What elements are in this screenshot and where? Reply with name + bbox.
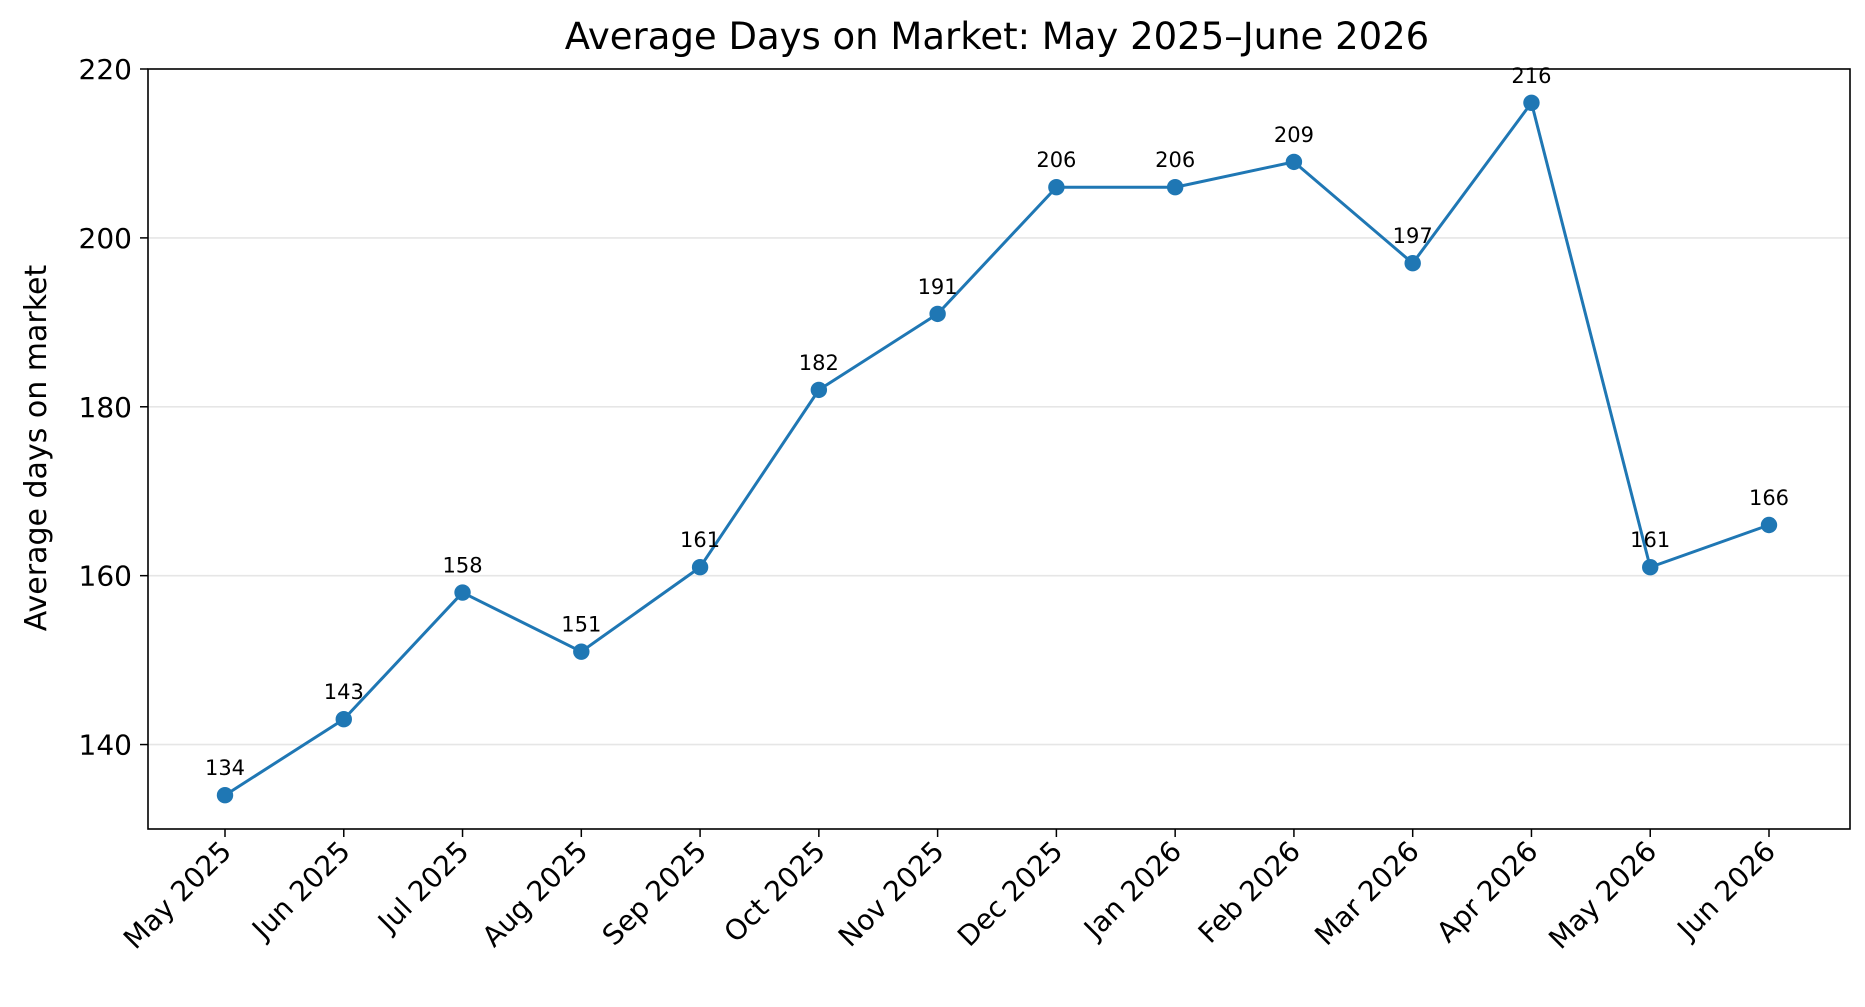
data-label: 182	[799, 351, 839, 375]
series-line-1	[223, 101, 1771, 797]
data-label: 161	[1630, 528, 1670, 552]
y-tick-label: 220	[79, 53, 132, 86]
labels-layer: 134 143 158 151 161 182 191 206 206 209 197 216 161 1…	[205, 64, 1789, 780]
data-point	[335, 711, 352, 728]
data-label: 166	[1749, 486, 1789, 510]
data-point	[1760, 516, 1778, 534]
data-point	[1642, 559, 1659, 576]
data-point	[810, 381, 828, 399]
data-label: 206	[1036, 148, 1076, 172]
y-tick-label: 160	[79, 560, 132, 593]
y-axis-label: Average days on market	[19, 265, 54, 632]
data-point	[1048, 179, 1065, 196]
grid-layer	[148, 237, 1850, 746]
data-label: 143	[324, 680, 364, 704]
data-point	[1404, 255, 1421, 272]
plot-frame	[147, 68, 1851, 830]
series-layer	[216, 94, 1778, 804]
data-point	[1523, 94, 1540, 111]
data-label: 206	[1155, 148, 1195, 172]
chart-title: Average Days on Market: May 2025–June 20…	[565, 15, 1429, 58]
data-label: 209	[1274, 123, 1314, 147]
data-label: 158	[442, 554, 482, 578]
data-label: 197	[1393, 224, 1433, 248]
data-point	[454, 584, 471, 601]
data-label: 216	[1511, 64, 1551, 88]
data-label: 161	[680, 528, 720, 552]
data-point	[216, 787, 234, 804]
data-point	[1166, 179, 1184, 196]
data-point	[929, 305, 946, 323]
data-label: 191	[918, 275, 958, 299]
data-point	[691, 559, 709, 576]
y-tick-label: 180	[79, 391, 132, 424]
y-tick-label: 140	[79, 729, 132, 762]
y-tick-label: 200	[79, 222, 132, 255]
data-point	[1285, 153, 1303, 171]
data-label: 151	[561, 613, 601, 637]
data-point	[573, 643, 590, 660]
data-label: 134	[205, 756, 245, 780]
